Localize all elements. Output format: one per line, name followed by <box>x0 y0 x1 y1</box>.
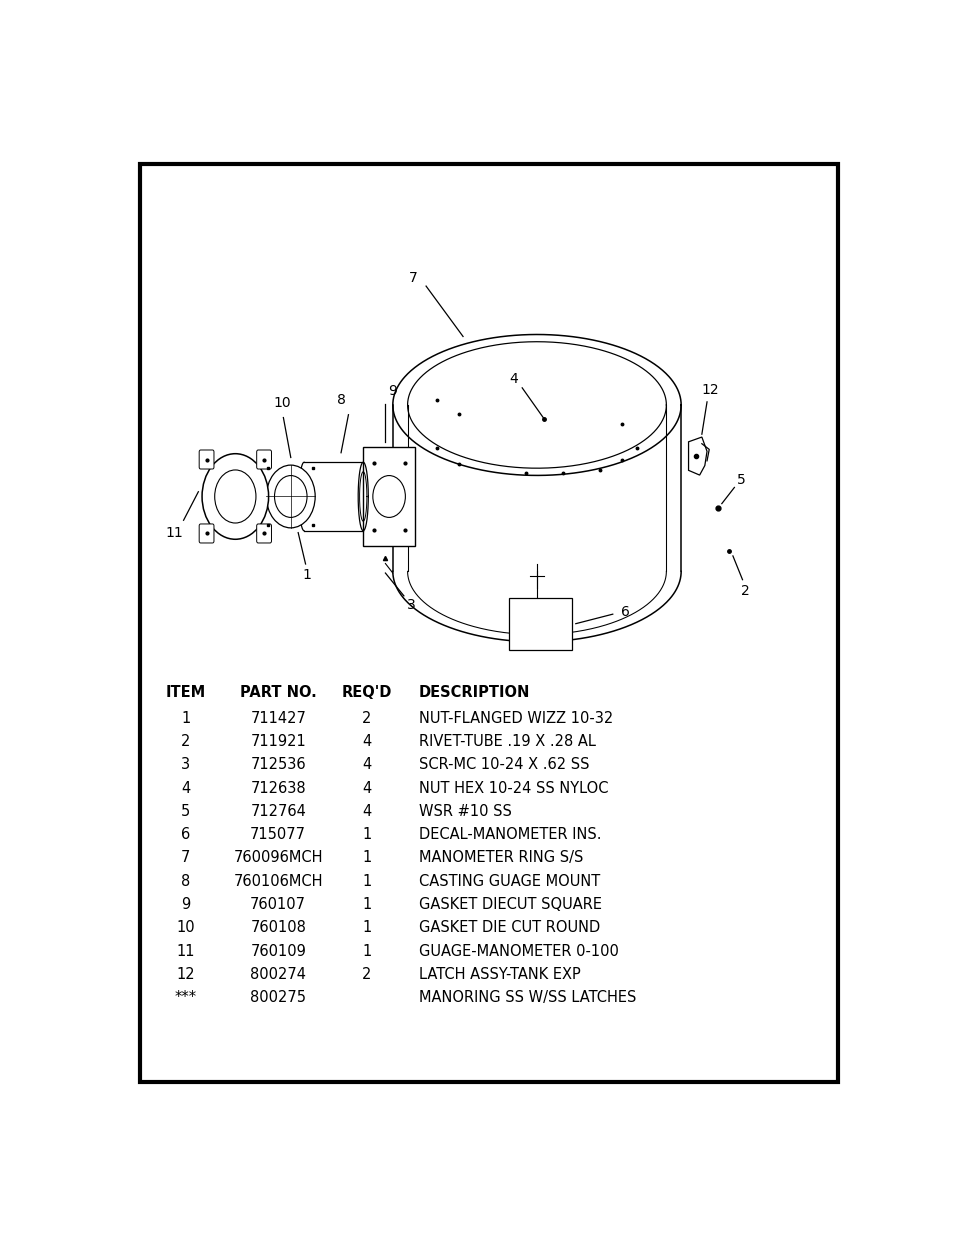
Text: 2: 2 <box>181 734 191 748</box>
Text: 3: 3 <box>407 599 416 613</box>
FancyBboxPatch shape <box>256 450 272 469</box>
Text: ITEM: ITEM <box>166 685 206 700</box>
Text: MANORING SS W/SS LATCHES: MANORING SS W/SS LATCHES <box>418 990 636 1005</box>
Text: 3: 3 <box>181 757 191 772</box>
Text: 11: 11 <box>176 944 194 958</box>
Text: 8: 8 <box>336 394 345 408</box>
Text: DESCRIPTION: DESCRIPTION <box>418 685 530 700</box>
Text: 1: 1 <box>362 897 371 913</box>
Text: 9: 9 <box>388 384 396 399</box>
Polygon shape <box>393 405 680 572</box>
Text: DECAL-MANOMETER INS.: DECAL-MANOMETER INS. <box>418 827 600 842</box>
Text: 2: 2 <box>362 967 372 982</box>
Text: SCR-MC 10-24 X .62 SS: SCR-MC 10-24 X .62 SS <box>418 757 589 772</box>
Text: 1: 1 <box>362 944 371 958</box>
Text: 1: 1 <box>362 827 371 842</box>
Text: 760106MCH: 760106MCH <box>233 874 323 889</box>
Text: 5: 5 <box>181 804 191 819</box>
Text: 4: 4 <box>362 734 371 748</box>
Ellipse shape <box>393 335 680 475</box>
Text: NUT-FLANGED WIZZ 10-32: NUT-FLANGED WIZZ 10-32 <box>418 710 612 726</box>
Text: 7: 7 <box>181 851 191 866</box>
Text: 5: 5 <box>737 473 745 487</box>
Text: 1: 1 <box>302 568 312 583</box>
Text: 712764: 712764 <box>250 804 306 819</box>
Text: WSR #10 SS: WSR #10 SS <box>418 804 511 819</box>
Text: REQ'D: REQ'D <box>341 685 392 700</box>
Text: 2: 2 <box>740 584 749 598</box>
Text: RIVET-TUBE .19 X .28 AL: RIVET-TUBE .19 X .28 AL <box>418 734 595 748</box>
Text: 10: 10 <box>176 920 195 935</box>
Text: 4: 4 <box>508 372 517 387</box>
Text: 712638: 712638 <box>250 781 306 795</box>
Text: 715077: 715077 <box>250 827 306 842</box>
Text: 7: 7 <box>409 270 417 284</box>
Text: 800275: 800275 <box>250 990 306 1005</box>
Text: 4: 4 <box>181 781 191 795</box>
Text: MANOMETER RING S/S: MANOMETER RING S/S <box>418 851 582 866</box>
Text: 6: 6 <box>620 605 629 619</box>
Text: 760108: 760108 <box>250 920 306 935</box>
Circle shape <box>266 466 314 527</box>
Text: 1: 1 <box>362 874 371 889</box>
Text: 12: 12 <box>176 967 195 982</box>
FancyBboxPatch shape <box>199 524 213 543</box>
Text: 800274: 800274 <box>250 967 306 982</box>
Text: 6: 6 <box>181 827 191 842</box>
Text: 760107: 760107 <box>250 897 306 913</box>
Text: GUAGE-MANOMETER 0-100: GUAGE-MANOMETER 0-100 <box>418 944 618 958</box>
Polygon shape <box>688 437 706 475</box>
Text: GASKET DIE CUT ROUND: GASKET DIE CUT ROUND <box>418 920 599 935</box>
Text: 12: 12 <box>701 383 719 396</box>
FancyBboxPatch shape <box>363 447 415 546</box>
Text: 711921: 711921 <box>250 734 306 748</box>
Text: 4: 4 <box>362 781 371 795</box>
Text: CASTING GUAGE MOUNT: CASTING GUAGE MOUNT <box>418 874 599 889</box>
Circle shape <box>202 453 269 540</box>
Text: 10: 10 <box>273 396 291 410</box>
Text: 9: 9 <box>181 897 191 913</box>
Text: 4: 4 <box>362 757 371 772</box>
Text: 1: 1 <box>181 710 191 726</box>
Text: 760096MCH: 760096MCH <box>233 851 323 866</box>
Text: 2: 2 <box>362 710 372 726</box>
Text: 4: 4 <box>362 804 371 819</box>
Text: 712536: 712536 <box>250 757 306 772</box>
Text: 711427: 711427 <box>250 710 306 726</box>
Text: 760109: 760109 <box>250 944 306 958</box>
Text: 1: 1 <box>362 851 371 866</box>
FancyBboxPatch shape <box>256 524 272 543</box>
Text: 8: 8 <box>181 874 191 889</box>
Text: ***: *** <box>174 990 196 1005</box>
FancyBboxPatch shape <box>509 598 572 650</box>
Text: PART NO.: PART NO. <box>239 685 316 700</box>
Text: LATCH ASSY-TANK EXP: LATCH ASSY-TANK EXP <box>418 967 579 982</box>
Text: GASKET DIECUT SQUARE: GASKET DIECUT SQUARE <box>418 897 601 913</box>
FancyBboxPatch shape <box>199 450 213 469</box>
Text: 11: 11 <box>165 526 183 540</box>
FancyBboxPatch shape <box>140 164 837 1082</box>
Text: 1: 1 <box>362 920 371 935</box>
Text: NUT HEX 10-24 SS NYLOC: NUT HEX 10-24 SS NYLOC <box>418 781 608 795</box>
